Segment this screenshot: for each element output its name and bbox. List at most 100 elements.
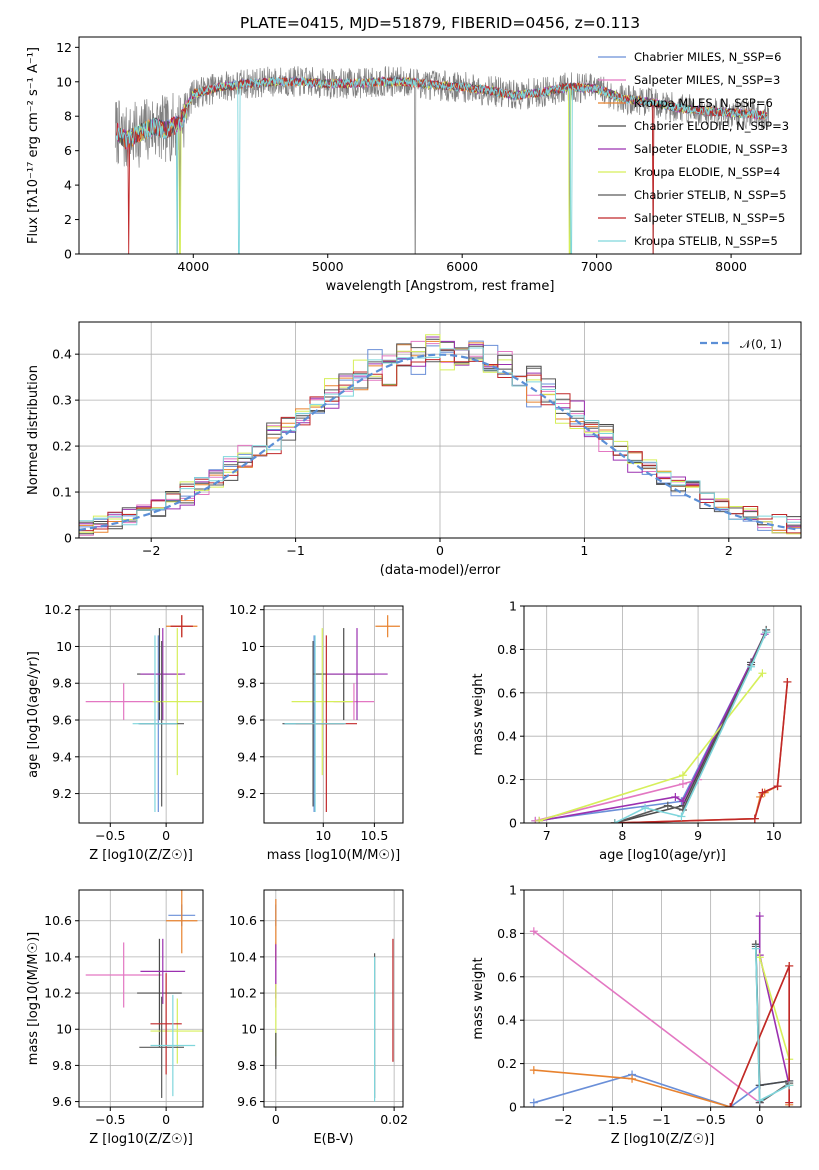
y-tick-label: 10.4: [44, 949, 72, 964]
legend-entry: Kroupa MILES, N_SSP=6: [634, 96, 773, 110]
y-tick-label: 9.6: [237, 713, 257, 728]
legend-entry: Salpeter ELODIE, N_SSP=3: [634, 142, 788, 156]
y-tick-label: 9.8: [52, 1058, 72, 1073]
weight-vs-z-plot-area: [529, 912, 794, 1107]
data-point-marker: [758, 788, 767, 797]
salpeter-elodie-errorbar: [140, 938, 186, 1004]
y-tick-label: 6: [64, 143, 72, 158]
age-vs-z-grid: [79, 606, 203, 823]
weight-vs-age-ylabel: mass weight: [471, 673, 486, 755]
weight-vs-age-frame-layer: 7 8 9 10 0 0.2 0.4 0.6 0.8 1 age [log10(age/yr)] ma…: [471, 599, 802, 863]
legend-entry: Kroupa ELODIE, N_SSP=4: [634, 165, 780, 179]
series-line: [533, 930, 761, 1104]
kroupa-miles-errorbar: [375, 615, 400, 638]
y-tick-label: 10: [56, 74, 72, 89]
x-tick-label: −2: [142, 543, 160, 558]
series-line: [538, 672, 764, 822]
data-point-marker: [755, 912, 764, 921]
x-tick-label: 6000: [446, 259, 478, 274]
x-tick-label: 0: [436, 543, 444, 558]
residuals-axes: −2 −1 0 1 2 0 0.1 0.2 0.3 0.4 (data-model)/error No…: [26, 321, 802, 578]
age-vs-mass-frame-layer: 10 10.5 9.2 9.4 9.6 9.8 10 10.2 mass [log10(M/M☉…: [229, 602, 404, 863]
x-tick-label: −2: [554, 1112, 572, 1127]
mass-vs-ebv-frame-layer: 0 0.02 9.6 9.8 10 10.2 10.4 10.6 E(B-V): [229, 889, 408, 1147]
residuals-xlabel: (data-model)/error: [380, 563, 501, 578]
x-tick-label: 0: [162, 1112, 170, 1127]
y-tick-label: 0.6: [497, 685, 517, 700]
x-tick-label: 10: [315, 828, 331, 843]
y-tick-label: 10: [56, 639, 72, 654]
y-tick-label: 1: [509, 599, 517, 614]
x-tick-label: −1: [652, 1112, 670, 1127]
data-point-marker: [678, 797, 687, 806]
x-tick-label: −0.5: [95, 828, 125, 843]
legend-entry: Salpeter MILES, N_SSP=3: [634, 73, 780, 87]
x-tick-label: 8000: [715, 259, 747, 274]
spectrum-frame: [78, 36, 802, 255]
x-tick-label: 8: [618, 828, 626, 843]
kroupa-stelib-errorbar: [132, 635, 178, 812]
mass-vs-z-axes: −0.5 0 9.6 9.8 10 10.2 10.4 10.6 Z [log10(Z/Z☉)]…: [26, 889, 204, 1147]
weight-vs-age-frame: [523, 605, 802, 824]
data-point-marker: [785, 961, 794, 970]
y-tick-label: 0.6: [497, 969, 517, 984]
y-tick-label: 9.2: [52, 786, 72, 801]
age-vs-mass-grid: [264, 606, 403, 823]
weight-vs-z-frame: [523, 889, 802, 1108]
data-point-marker: [610, 819, 619, 823]
mass-vs-ebv-plot-area: [275, 899, 394, 1102]
weight-vs-age-grid: [524, 605, 801, 824]
y-tick-label: 0: [64, 531, 72, 546]
data-point-marker: [641, 803, 650, 812]
x-tick-label: 4000: [177, 259, 209, 274]
series-line: [755, 946, 790, 1105]
y-tick-label: 0.2: [497, 772, 517, 787]
age-vs-z-frame-layer: −0.5 0 9.2 9.4 9.6 9.8 10 10.2 Z [log10(Z/Z☉)] ag…: [26, 602, 204, 863]
age-vs-z-axes: −0.5 0 9.2 9.4 9.6 9.8 10 10.2 Z [log10(Z/Z☉)] ag…: [26, 602, 204, 863]
salpeter-stelib-series: [726, 961, 794, 1107]
chabrier-elodie-errorbar: [137, 938, 182, 1048]
y-tick-label: 10.2: [44, 986, 72, 1001]
y-tick-label: 0.2: [497, 1056, 517, 1071]
y-tick-label: 10.4: [229, 949, 257, 964]
data-point-marker: [671, 792, 680, 801]
y-tick-label: 9.8: [237, 676, 257, 691]
age-vs-z-plot-area: [85, 615, 202, 812]
mass-vs-ebv-grid: [264, 890, 403, 1107]
y-tick-label: 9.6: [52, 713, 72, 728]
y-tick-label: 9.4: [52, 749, 72, 764]
legend-entry: Kroupa STELIB, N_SSP=5: [634, 234, 778, 248]
data-point-marker: [783, 677, 792, 686]
spectrum-xlabel: wavelength [Angstrom, rest frame]: [326, 279, 555, 294]
legend-entry: Salpeter STELIB, N_SSP=5: [634, 211, 785, 225]
y-tick-label: 10.2: [229, 602, 257, 617]
spectrum-frame-layer: 4000 5000 6000 7000 8000 0 2 4 6 8 10 12 wavelength …: [26, 36, 802, 294]
age-vs-z-frame: [78, 605, 204, 824]
data-point-marker: [529, 927, 538, 936]
y-tick-label: 0.3: [52, 393, 72, 408]
data-point-marker: [529, 1066, 538, 1075]
kroupa-stelib-errorbar: [150, 994, 196, 1097]
mass-vs-z-xlabel: Z [log10(Z/Z☉)]: [89, 1132, 193, 1147]
y-tick-label: 0.4: [497, 729, 517, 744]
y-tick-label: 10.2: [229, 986, 257, 1001]
kroupa-stelib-series: [610, 628, 771, 823]
data-point-marker: [773, 782, 782, 791]
x-tick-label: 0.02: [380, 1112, 408, 1127]
age-vs-z-ylabel: age [log10(age/yr)]: [26, 651, 41, 778]
spectrum-axes: 4000 5000 6000 7000 8000 0 2 4 6 8 10 12 wavelength …: [26, 36, 802, 294]
x-tick-label: 2: [725, 543, 733, 558]
age-vs-mass-frame: [263, 605, 404, 824]
age-vs-mass-plot-area: [282, 615, 400, 812]
kroupa-elodie-histogram: [79, 334, 801, 535]
spectrum-ylabel: Flux [fλ10⁻¹⁷ erg cm⁻² s⁻¹ A⁻¹]: [26, 47, 41, 244]
y-tick-label: 8: [64, 109, 72, 124]
mass-vs-ebv-frame: [263, 889, 404, 1108]
data-point-marker: [678, 771, 687, 780]
plots-layer: 4000 5000 6000 7000 8000024681012wavelength …: [26, 36, 802, 1147]
salpeter-elodie-errorbar: [326, 628, 388, 721]
weight-vs-age-axes: 7 8 9 10 0 0.2 0.4 0.6 0.8 1 age [log10(age/yr)] ma…: [471, 599, 802, 863]
x-tick-label: 1: [580, 543, 588, 558]
data-point-marker: [758, 669, 767, 678]
